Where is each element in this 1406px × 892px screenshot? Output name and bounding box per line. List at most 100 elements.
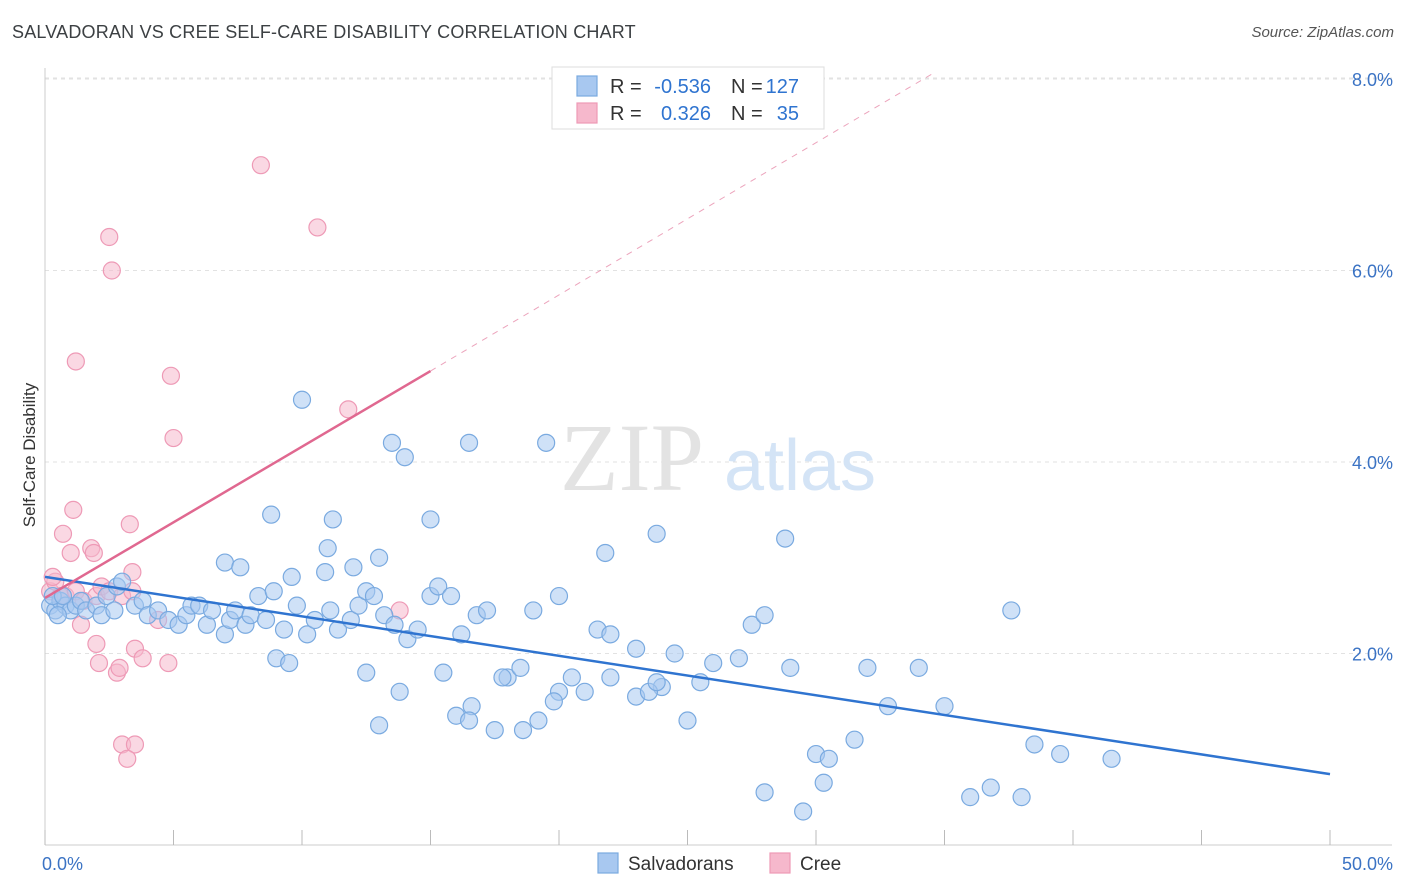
x-tick-label-1: 50.0%: [1342, 854, 1393, 874]
salvadorans-point: [781, 658, 800, 677]
salvadorans-point: [282, 567, 301, 587]
salvadorans-point: [485, 720, 504, 740]
legend-swatch-salvadorans: [576, 75, 598, 97]
tick-labels: 2.0% 4.0% 6.0% 8.0% 0.0% 50.0%: [42, 70, 1393, 874]
salvadorans-point: [544, 692, 563, 711]
salvadorans-point: [434, 663, 453, 682]
salvadorans-point: [395, 448, 414, 467]
cree-point: [161, 366, 181, 385]
salvadorans-point: [256, 610, 276, 630]
salvadorans-point: [421, 510, 440, 529]
chart-title: SALVADORAN VS CREE SELF-CARE DISABILITY …: [12, 22, 636, 42]
y-tick-label-1: 4.0%: [1352, 453, 1393, 473]
salvadorans-point: [647, 673, 666, 692]
salvadorans-point: [729, 649, 749, 668]
salvadorans-points: [41, 390, 1121, 821]
salvadorans-point: [280, 653, 299, 673]
salvadorans-point: [601, 668, 620, 687]
legend-n-label-1: N =: [731, 76, 763, 98]
salvadorans-point: [1102, 749, 1121, 768]
salvadorans-point: [323, 510, 342, 529]
salvadorans-point: [529, 711, 548, 730]
legend-r-label-2: R =: [610, 103, 642, 125]
cree-point: [64, 500, 83, 519]
cree-point: [110, 658, 129, 677]
salvadorans-point: [249, 586, 268, 606]
salvadorans-point: [704, 653, 723, 673]
cree-point: [125, 735, 145, 754]
watermark: ZIP atlas: [560, 404, 876, 511]
watermark-atlas: atlas: [724, 426, 876, 506]
cree-trend-line: [44, 369, 432, 600]
cree-point: [159, 653, 178, 673]
cree-point: [89, 653, 109, 673]
salvadorans-point: [647, 524, 666, 543]
salvadorans-point: [1002, 601, 1021, 620]
salvadorans-point: [316, 563, 335, 582]
salvadorans-point: [814, 773, 833, 792]
salvadorans-point: [493, 668, 512, 687]
salvadorans-point: [298, 625, 317, 644]
salvadorans-trend-line: [44, 575, 1331, 776]
salvadorans-point: [1051, 744, 1070, 764]
salvadorans-point: [112, 572, 132, 591]
watermark-zip: ZIP: [560, 404, 704, 511]
legend-r-label-1: R =: [610, 76, 642, 98]
salvadorans-point: [858, 658, 877, 677]
salvadorans-point: [755, 606, 774, 625]
cree-point: [61, 543, 80, 563]
salvadorans-point: [274, 620, 294, 639]
salvadorans-point: [909, 658, 928, 677]
salvadorans-point: [262, 505, 281, 524]
bottom-legend: Salvadorans Cree: [597, 852, 841, 875]
legend-r-value-2: 0.326: [661, 103, 711, 125]
salvadorans-point: [819, 749, 838, 768]
salvadorans-point: [742, 615, 761, 634]
salvadorans-point: [665, 644, 684, 663]
x-tick-label-0: 0.0%: [42, 854, 83, 874]
salvadorans-point: [357, 663, 376, 682]
axes: [44, 68, 1392, 846]
salvadorans-point: [755, 783, 774, 802]
salvadorans-point: [1025, 735, 1044, 754]
cree-point: [84, 543, 103, 563]
y-axis-label: Self-Care Disability: [20, 382, 39, 527]
salvadorans-point: [390, 682, 409, 701]
cree-point: [87, 634, 106, 654]
y-tick-label-2: 6.0%: [1352, 262, 1393, 282]
salvadorans-point: [549, 586, 569, 606]
salvadorans-point: [537, 433, 556, 452]
salvadorans-point: [459, 711, 479, 730]
cree-point: [118, 749, 137, 768]
salvadorans-point: [626, 639, 646, 658]
salvadorans-point: [364, 586, 384, 606]
legend-r-value-1: -0.536: [654, 76, 711, 98]
cree-point: [251, 156, 270, 175]
bottom-legend-swatch-salvadorans: [597, 852, 619, 874]
salvadorans-point: [264, 582, 283, 601]
salvadorans-point: [318, 539, 337, 558]
salvadorans-point: [776, 529, 795, 548]
cree-point: [53, 524, 73, 543]
salvadorans-point: [429, 577, 448, 596]
salvadorans-point: [678, 711, 697, 730]
bottom-legend-salvadorans: Salvadorans: [628, 854, 734, 875]
y-tick-label-3: 8.0%: [1352, 70, 1393, 90]
salvadorans-point: [349, 596, 368, 615]
legend-box: R = -0.536 N = 127 R = 0.326 N = 35: [551, 66, 825, 130]
salvadorans-point: [524, 601, 543, 620]
salvadorans-point: [961, 788, 980, 807]
salvadorans-point: [477, 601, 497, 620]
legend-n-label-2: N =: [731, 103, 763, 125]
cree-trend-extension: [430, 73, 932, 372]
salvadorans-point: [321, 601, 340, 620]
salvadorans-point: [562, 668, 581, 687]
salvadorans-point: [370, 548, 389, 567]
salvadorans-point: [513, 720, 533, 740]
salvadorans-point: [287, 596, 306, 615]
cree-point: [120, 515, 139, 534]
salvadorans-point: [1012, 788, 1031, 807]
salvadorans-point: [452, 625, 471, 644]
salvadorans-point: [48, 606, 67, 625]
salvadorans-point: [845, 730, 864, 749]
